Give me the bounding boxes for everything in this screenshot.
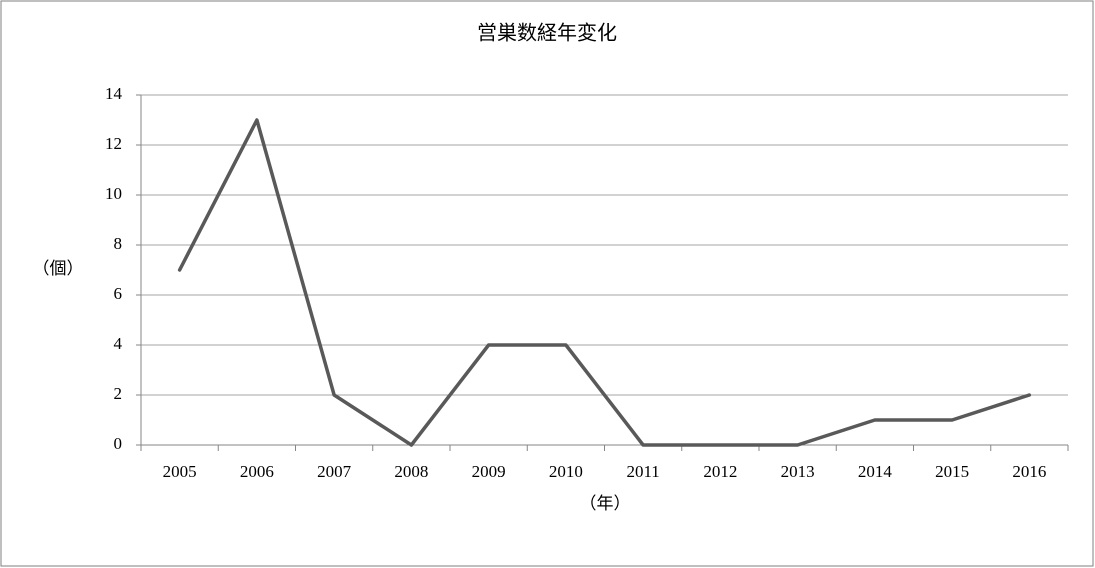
x-tick-label: 2013	[781, 462, 815, 481]
y-tick-label: 10	[105, 184, 122, 203]
x-tick-label: 2010	[549, 462, 583, 481]
y-axis-label: （個）	[33, 259, 84, 278]
x-tick-label: 2011	[626, 462, 659, 481]
y-tick-label: 14	[105, 84, 123, 103]
x-tick-label: 2014	[858, 462, 893, 481]
x-tick-label: 2006	[240, 462, 274, 481]
x-axis-label: （年）	[580, 494, 631, 513]
chart-title: 営巣数経年変化	[477, 22, 617, 45]
x-tick-label: 2016	[1012, 462, 1046, 481]
y-tick-label: 2	[114, 384, 123, 403]
x-tick-label: 2009	[472, 462, 506, 481]
x-tick-label: 2008	[394, 462, 428, 481]
y-tick-label: 8	[114, 234, 123, 253]
x-tick-label: 2007	[317, 462, 352, 481]
y-tick-label: 4	[114, 334, 123, 353]
x-tick-label: 2005	[163, 462, 197, 481]
data-line	[177, 118, 1032, 447]
y-tick-label: 0	[114, 434, 123, 453]
x-tick-label: 2012	[703, 462, 737, 481]
y-tick-label: 6	[114, 284, 123, 303]
y-tick-label: 12	[105, 134, 122, 153]
x-tick-label: 2015	[935, 462, 969, 481]
